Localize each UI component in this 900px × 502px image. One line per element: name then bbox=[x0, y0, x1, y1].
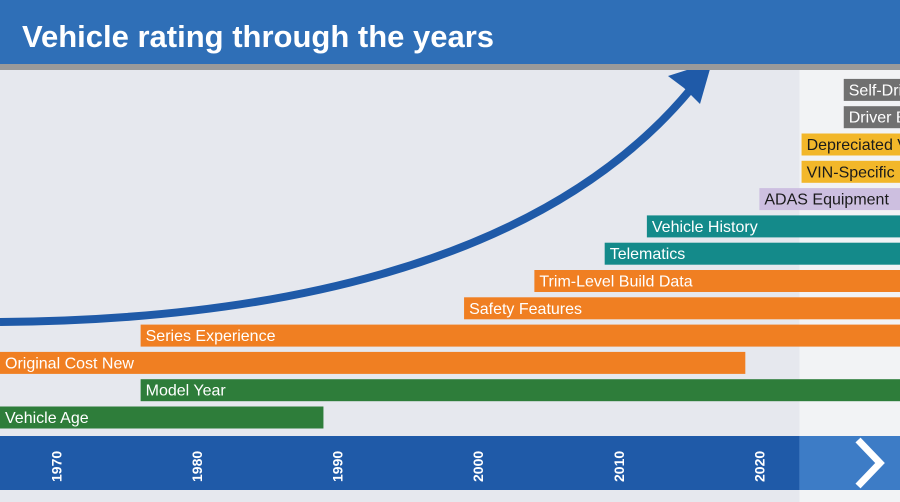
bars-layer: Vehicle Age Model Year Original Cost New Se… bbox=[0, 78, 900, 429]
title-banner bbox=[0, 0, 900, 64]
bar-label: Driver Behavior bbox=[849, 110, 900, 127]
bar-original-cost-new bbox=[0, 351, 746, 374]
x-tick-label: 1980 bbox=[189, 451, 205, 482]
x-tick-label: 2000 bbox=[470, 451, 486, 482]
bar-label: Series Experience bbox=[146, 328, 276, 345]
bar-label: Safety Features bbox=[469, 301, 582, 318]
bar-label: Original Cost New bbox=[5, 355, 134, 372]
bar-self-driving bbox=[843, 78, 900, 101]
chevron-right-icon bbox=[855, 437, 885, 489]
bar-telematics bbox=[604, 242, 900, 265]
trend-arrowhead-icon bbox=[668, 62, 712, 104]
bar-vin-specific-build-data bbox=[801, 160, 900, 183]
bar-vehicle-age bbox=[0, 406, 324, 429]
axis-ticks: 1970 1980 1990 2000 2010 2020 bbox=[48, 451, 767, 482]
timeline-axis-future-band bbox=[799, 436, 900, 490]
x-tick-label: 2010 bbox=[611, 451, 627, 482]
bar-label: Vehicle Age bbox=[5, 410, 89, 427]
x-tick-label: 2020 bbox=[751, 451, 767, 482]
bar-label: Self-Driving bbox=[849, 82, 900, 99]
bar-trim-level-build-data bbox=[534, 270, 900, 292]
bar-vehicle-history bbox=[646, 215, 900, 238]
bar-series-experience bbox=[140, 324, 900, 347]
bar-model-year bbox=[140, 379, 900, 402]
bar-label: Telematics bbox=[610, 246, 686, 263]
bar-label: VIN-Specific Build Data bbox=[807, 164, 900, 181]
chart-title: Vehicle rating through the years bbox=[22, 19, 494, 54]
bar-safety-features bbox=[464, 297, 900, 320]
bar-depreciated-value bbox=[801, 133, 900, 156]
x-tick-label: 1990 bbox=[330, 451, 346, 482]
timeline-axis-band bbox=[0, 436, 800, 490]
bar-driver-behavior bbox=[843, 106, 900, 129]
bar-label: Vehicle History bbox=[652, 219, 758, 236]
bar-label: Trim-Level Build Data bbox=[539, 274, 692, 291]
bar-label: ADAS Equipment bbox=[764, 192, 889, 209]
bar-adas-equipment bbox=[759, 188, 900, 211]
bar-label: Model Year bbox=[146, 383, 227, 400]
bar-label: Depreciated Value bbox=[807, 137, 900, 154]
title-divider bbox=[0, 64, 900, 70]
trend-arrow-icon bbox=[0, 87, 694, 326]
x-tick-label: 1970 bbox=[48, 451, 64, 482]
